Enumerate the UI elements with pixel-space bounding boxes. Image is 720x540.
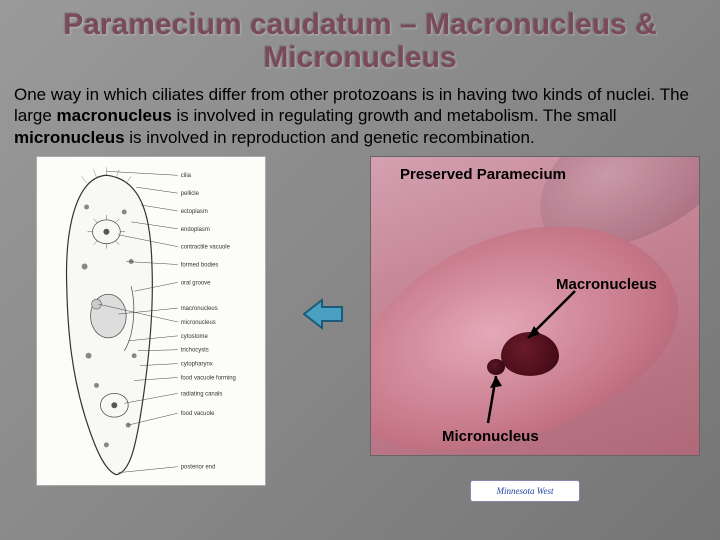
label-micronucleus: Micronucleus bbox=[442, 428, 539, 445]
dl-13: radiating canals bbox=[181, 391, 223, 397]
description-paragraph: One way in which ciliates differ from ot… bbox=[0, 78, 720, 156]
dl-6: oral groove bbox=[181, 280, 211, 286]
dl-1: pellicle bbox=[181, 191, 200, 197]
back-arrow-icon bbox=[300, 296, 346, 332]
dl-0: cilia bbox=[181, 173, 192, 179]
microscope-photo bbox=[370, 156, 700, 456]
page-title: Paramecium caudatum – Macronucleus & Mic… bbox=[0, 0, 720, 78]
body-bold-macro: macronucleus bbox=[57, 106, 172, 125]
dl-2: ectoplasm bbox=[181, 209, 208, 215]
dl-9: cytostome bbox=[181, 334, 209, 340]
back-button[interactable] bbox=[300, 296, 346, 332]
dl-12: food vacuole forming bbox=[181, 375, 236, 381]
dl-8: micronucleus bbox=[181, 320, 216, 326]
dl-5: formed bodies bbox=[181, 262, 219, 268]
dl-7: macronucleus bbox=[181, 306, 218, 312]
content-area: cilia pellicle ectoplasm endoplasm contr… bbox=[0, 156, 720, 506]
label-preserved: Preserved Paramecium bbox=[400, 166, 566, 183]
micronucleus-shape bbox=[487, 359, 505, 375]
dl-3: endoplasm bbox=[181, 227, 210, 233]
dl-14: food vacuole bbox=[181, 411, 215, 417]
dl-4: contractile vacuole bbox=[181, 244, 231, 250]
label-macronucleus: Macronucleus bbox=[556, 276, 657, 293]
diagram-svg: cilia pellicle ectoplasm endoplasm contr… bbox=[37, 157, 265, 485]
logo-badge: Minnesota West bbox=[470, 480, 580, 502]
dl-10: trichocysts bbox=[181, 347, 209, 353]
body-text-3: is involved in reproduction and genetic … bbox=[125, 128, 535, 147]
anatomy-diagram: cilia pellicle ectoplasm endoplasm contr… bbox=[36, 156, 266, 486]
dl-15: posterior end bbox=[181, 464, 216, 470]
dl-11: cytopharynx bbox=[181, 361, 213, 367]
body-bold-micro: micronucleus bbox=[14, 128, 125, 147]
macronucleus-shape bbox=[501, 332, 559, 376]
body-text-2: is involved in regulating growth and met… bbox=[172, 106, 617, 125]
